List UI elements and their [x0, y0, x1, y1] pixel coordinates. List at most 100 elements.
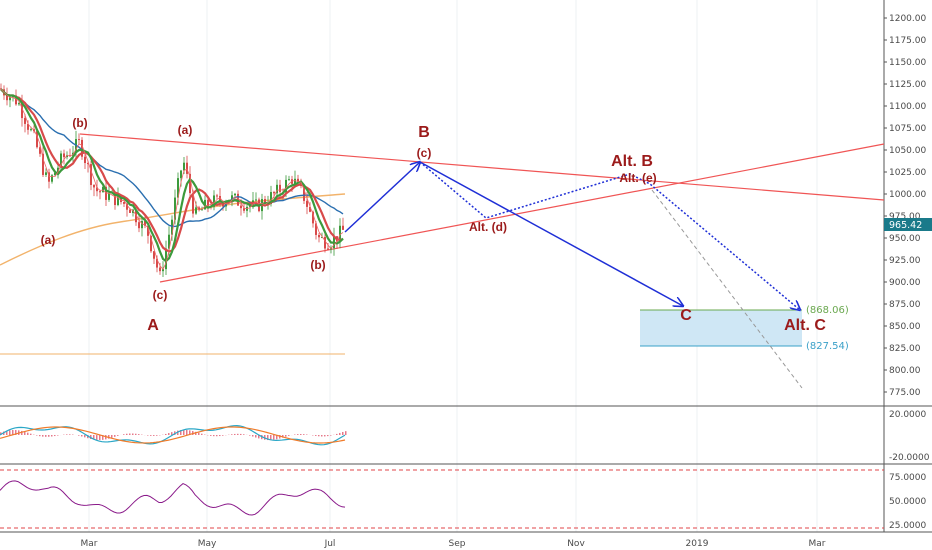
wave-label: Alt. (e) — [619, 171, 656, 185]
macd-histogram-bar — [297, 434, 299, 435]
candle-body — [273, 192, 275, 194]
candle-body — [126, 203, 128, 210]
candle-body — [312, 211, 314, 224]
macd-histogram-bar — [279, 435, 281, 439]
candle-body — [207, 199, 209, 207]
macd-histogram-bar — [15, 430, 17, 435]
candle-body — [99, 191, 101, 193]
macd-histogram-bar — [345, 431, 347, 435]
wave-label: Alt. C — [784, 317, 826, 334]
candle-body — [27, 123, 29, 130]
candle-body — [177, 178, 179, 198]
macd-histogram-bar — [306, 434, 308, 435]
candle-body — [102, 186, 104, 193]
macd-histogram-bar — [96, 435, 98, 440]
price-tick-label: 850.00 — [889, 322, 921, 332]
candle-body — [198, 207, 200, 210]
macd-histogram-bar — [54, 435, 56, 437]
projection-b-path — [344, 162, 420, 233]
macd-histogram-bar — [294, 434, 296, 435]
candle-body — [180, 170, 182, 179]
candle-body — [63, 153, 65, 158]
candle-body — [315, 223, 317, 235]
wave-label: (c) — [153, 288, 168, 302]
macd-histogram-bar — [132, 433, 134, 435]
candle-body — [6, 95, 8, 101]
macd-histogram-bar — [303, 434, 305, 435]
time-tick-label: Mar — [809, 539, 826, 549]
candle-body — [189, 173, 191, 194]
macd-histogram-bar — [258, 435, 260, 439]
candle-body — [114, 191, 116, 206]
rsi-tick-25: 25.0000 — [889, 521, 926, 531]
ma-green-line — [0, 88, 344, 263]
macd-histogram-bar — [273, 435, 275, 440]
candle-body — [39, 147, 41, 154]
macd-histogram-bar — [48, 435, 50, 437]
price-axis: 1200.00 1175.00 1150.00 1125.00 1100.00 1075.… — [884, 14, 926, 398]
grid — [88, 0, 818, 532]
wave-label: (a) — [41, 233, 56, 247]
macd-tick-bottom: -20.0000 — [889, 453, 930, 463]
target-upper-label: (868.06) — [806, 305, 849, 316]
candle-body — [192, 193, 194, 214]
candle-body — [153, 251, 155, 259]
price-tick-label: 1125.00 — [889, 80, 926, 90]
candle-body — [168, 234, 170, 249]
macd-histogram-bar — [336, 433, 338, 435]
candle-body — [54, 172, 56, 176]
macd-histogram-bar — [111, 435, 113, 438]
price-tick-label: 950.00 — [889, 234, 921, 244]
wave-label: B — [418, 124, 430, 141]
candle-body — [321, 236, 323, 238]
macd-histogram-bar — [243, 434, 245, 435]
candle-body — [15, 95, 17, 105]
macd-histogram-bar — [255, 435, 257, 438]
candle-body — [21, 102, 23, 119]
macd-histogram-bar — [219, 435, 221, 437]
macd-histogram-bar — [252, 435, 254, 437]
candle-body — [276, 184, 278, 194]
wave-label: (a) — [178, 123, 193, 137]
candle-body — [51, 175, 53, 182]
time-tick-label: Nov — [567, 539, 585, 549]
macd-histogram-bar — [222, 435, 224, 436]
time-axis: Mar May Jul Sep Nov 2019 Mar — [81, 539, 826, 549]
upper-trendline — [79, 133, 885, 201]
price-tick-label: 925.00 — [889, 256, 921, 266]
rsi-line — [0, 480, 346, 516]
macd-histogram-bar — [237, 433, 239, 435]
candle-body — [264, 199, 266, 205]
macd-histogram-bar — [69, 434, 71, 435]
candle-body — [9, 97, 11, 101]
candle-body — [108, 193, 110, 200]
candle-body — [234, 193, 236, 196]
ma-blue-line — [0, 88, 344, 228]
price-tick-label: 1150.00 — [889, 58, 926, 68]
candle-body — [123, 202, 125, 204]
candle-body — [141, 221, 143, 229]
macd-histogram-bar — [249, 435, 251, 436]
macd-histogram-bar — [171, 432, 173, 435]
macd-histogram-bar — [180, 430, 182, 435]
candle-body — [327, 248, 329, 250]
time-tick-label: Sep — [449, 539, 466, 549]
macd-histogram-bar — [201, 433, 203, 435]
macd-histogram-bar — [213, 435, 215, 437]
macd-histogram-bar — [66, 434, 68, 435]
candle-body — [255, 199, 257, 201]
wave-label: Alt. (d) — [469, 220, 507, 234]
macd-histogram-bar — [102, 435, 104, 440]
candle-body — [93, 184, 95, 188]
candle-body — [30, 129, 32, 131]
ma-thin-red-line — [0, 89, 344, 271]
macd-histogram-bar — [87, 435, 89, 439]
candle-body — [150, 235, 152, 252]
candle-body — [84, 156, 86, 164]
price-tick-label: 900.00 — [889, 278, 921, 288]
macd-histogram-bar — [327, 435, 329, 437]
price-tick-label: 1200.00 — [889, 14, 926, 24]
candle-body — [339, 225, 341, 242]
